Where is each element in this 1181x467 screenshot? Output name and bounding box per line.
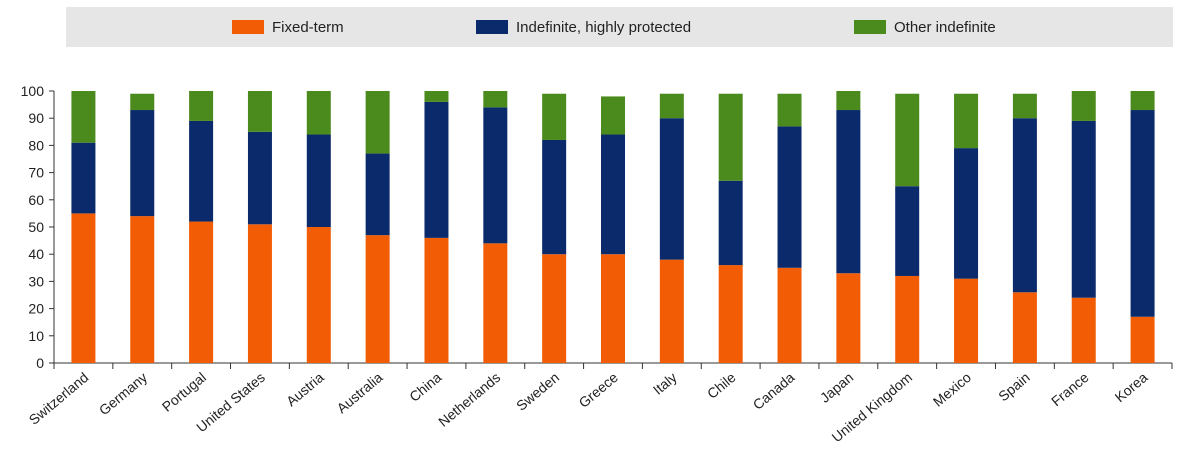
y-tick-label-0: 0 (36, 355, 44, 371)
x-tick-label-mexico: Mexico (930, 369, 974, 410)
bar-germany-indefinite-highly-protected (130, 110, 155, 217)
x-tick-label-australia: Australia (334, 369, 386, 416)
bar-chile-other-indefinite (718, 93, 743, 181)
bar-switzerland-other-indefinite (71, 91, 96, 143)
bar-australia-fixed-term (365, 235, 390, 363)
legend-swatch-indefinite-highly-protected (476, 20, 508, 34)
bar-greece-other-indefinite (601, 96, 625, 135)
y-tick-label-70: 70 (28, 165, 44, 181)
x-tick-label-netherlands: Netherlands (435, 369, 503, 430)
bar-france-fixed-term (1071, 297, 1096, 363)
bar-spain-fixed-term (1012, 292, 1037, 363)
bar-germany-other-indefinite (130, 93, 155, 111)
bar-mexico-other-indefinite (954, 93, 979, 149)
bar-portugal-other-indefinite (189, 91, 214, 121)
legend-label-fixed-term: Fixed-term (272, 18, 344, 36)
legend-swatch-other-indefinite (854, 20, 886, 34)
x-tick-label-spain: Spain (995, 369, 1033, 404)
bar-mexico-fixed-term (954, 278, 979, 363)
bar-korea-indefinite-highly-protected (1130, 110, 1155, 317)
bar-japan-other-indefinite (836, 91, 861, 111)
bar-greece-indefinite-highly-protected (601, 134, 625, 255)
y-tick-label-100: 100 (21, 83, 45, 99)
legend-label-other-indefinite: Other indefinite (894, 18, 996, 36)
bar-united-kingdom-other-indefinite (895, 93, 920, 187)
bar-portugal-indefinite-highly-protected (189, 120, 214, 222)
legend-item-indefinite-highly-protected: Indefinite, highly protected (476, 17, 691, 37)
bar-japan-indefinite-highly-protected (836, 110, 861, 274)
x-tick-label-france: France (1048, 369, 1092, 409)
bar-united-states-indefinite-highly-protected (247, 131, 272, 225)
bar-greece-fixed-term (601, 254, 625, 363)
x-tick-label-switzerland: Switzerland (26, 369, 92, 428)
bar-france-other-indefinite (1071, 91, 1096, 121)
legend-item-other-indefinite: Other indefinite (854, 17, 996, 37)
legend-swatch-fixed-term (232, 20, 264, 34)
bar-canada-fixed-term (777, 267, 802, 363)
bar-japan-fixed-term (836, 273, 861, 363)
x-tick-label-canada: Canada (750, 369, 798, 413)
x-tick-label-germany: Germany (96, 369, 150, 418)
x-tick-label-china: China (406, 369, 444, 405)
bar-china-indefinite-highly-protected (424, 101, 449, 238)
bar-sweden-fixed-term (542, 254, 567, 363)
bar-korea-fixed-term (1130, 316, 1155, 363)
bar-sweden-other-indefinite (542, 93, 567, 140)
bar-china-other-indefinite (424, 91, 449, 102)
bar-chile-indefinite-highly-protected (718, 180, 743, 266)
x-tick-label-portugal: Portugal (159, 369, 209, 415)
bar-netherlands-indefinite-highly-protected (483, 107, 508, 244)
bar-austria-fixed-term (306, 227, 331, 363)
legend-label-indefinite-highly-protected: Indefinite, highly protected (516, 18, 692, 36)
bar-canada-other-indefinite (777, 93, 802, 127)
bar-portugal-fixed-term (189, 221, 214, 363)
y-tick-label-80: 80 (28, 137, 44, 153)
bar-italy-fixed-term (659, 259, 684, 363)
bar-united-kingdom-indefinite-highly-protected (895, 186, 920, 276)
bar-mexico-indefinite-highly-protected (954, 148, 979, 279)
bar-united-states-other-indefinite (247, 91, 272, 132)
legend: Fixed-term Indefinite, highly protected … (66, 7, 1173, 47)
bar-spain-other-indefinite (1012, 93, 1037, 119)
x-tick-label-japan: Japan (817, 369, 857, 406)
bar-australia-indefinite-highly-protected (365, 153, 390, 236)
bar-italy-indefinite-highly-protected (659, 118, 684, 260)
x-tick-label-chile: Chile (704, 369, 739, 402)
bar-france-indefinite-highly-protected (1071, 120, 1096, 298)
y-tick-label-20: 20 (28, 301, 44, 317)
x-tick-label-korea: Korea (1112, 369, 1151, 405)
bar-italy-other-indefinite (659, 93, 684, 119)
bar-austria-indefinite-highly-protected (306, 134, 331, 227)
bar-spain-indefinite-highly-protected (1012, 118, 1037, 293)
x-tick-label-sweden: Sweden (513, 369, 562, 414)
y-tick-label-30: 30 (28, 273, 44, 289)
bar-united-states-fixed-term (247, 224, 272, 363)
bar-united-kingdom-fixed-term (895, 275, 920, 363)
bar-austria-other-indefinite (306, 91, 331, 135)
y-tick-label-50: 50 (28, 219, 44, 235)
bar-china-fixed-term (424, 237, 449, 363)
bar-australia-other-indefinite (365, 91, 390, 154)
x-tick-label-italy: Italy (650, 369, 680, 398)
x-tick-label-greece: Greece (575, 369, 621, 411)
y-tick-label-90: 90 (28, 110, 44, 126)
bar-netherlands-fixed-term (483, 243, 508, 363)
bar-sweden-indefinite-highly-protected (542, 139, 567, 255)
legend-item-fixed-term: Fixed-term (232, 17, 344, 37)
bar-chile-fixed-term (718, 265, 743, 363)
bar-germany-fixed-term (130, 216, 155, 363)
bar-switzerland-indefinite-highly-protected (71, 142, 96, 214)
bar-korea-other-indefinite (1130, 91, 1155, 111)
bar-canada-indefinite-highly-protected (777, 126, 802, 268)
bar-switzerland-fixed-term (71, 213, 96, 363)
x-tick-label-austria: Austria (283, 369, 327, 409)
bar-netherlands-other-indefinite (483, 91, 508, 108)
y-tick-label-40: 40 (28, 246, 44, 262)
y-tick-label-60: 60 (28, 192, 44, 208)
y-tick-label-10: 10 (28, 328, 44, 344)
